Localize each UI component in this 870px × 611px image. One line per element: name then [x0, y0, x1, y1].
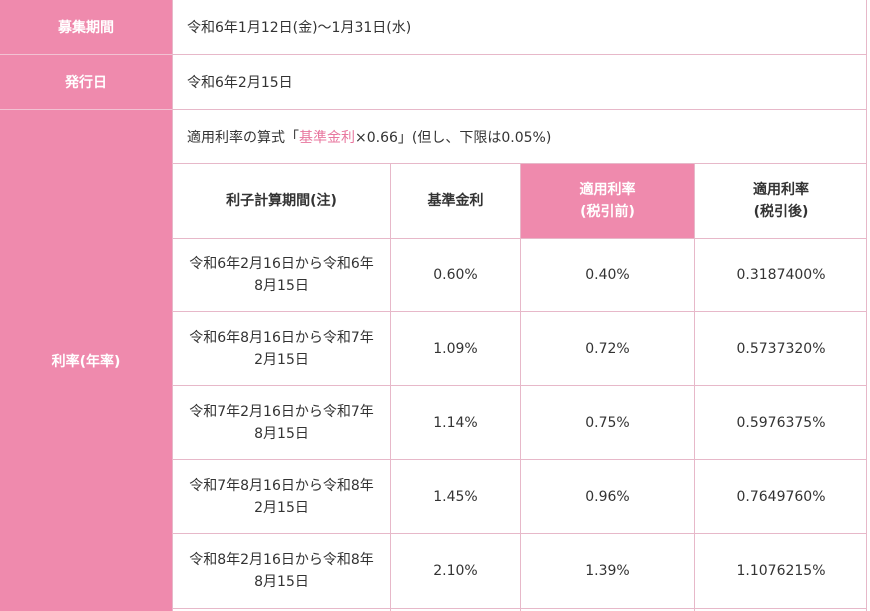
recruitment-period-header: 募集期間: [0, 0, 172, 54]
interest-rate-label: 利率(年率): [51, 353, 121, 370]
col-header-subline: (税引前): [580, 204, 635, 220]
table-row-pretax-rate: 0.40%: [521, 239, 694, 311]
table-row-pretax-rate: 0.96%: [521, 460, 694, 533]
grid-line: [172, 238, 867, 239]
table-row-posttax-rate: 0.3187400%: [695, 239, 867, 311]
grid-line: [172, 54, 867, 55]
posttax-rate-value: 1.1076215%: [736, 563, 826, 579]
header-separator: [0, 54, 172, 55]
table-row-base-rate: 1.09%: [391, 312, 520, 385]
col-header-line: 基準金利: [427, 193, 484, 209]
period-line: 8月15日: [254, 278, 309, 294]
base-rate-value: 2.10%: [433, 563, 478, 579]
issue-date-value: 令和6年2月15日: [173, 55, 867, 109]
period-line: 2月15日: [254, 499, 309, 516]
pretax-rate-value: 0.40%: [585, 267, 630, 283]
formula-prefix: 適用利率の算式「: [187, 129, 299, 146]
col-header-base-rate: 基準金利: [391, 164, 520, 238]
col-header-subline: (税引後): [753, 204, 809, 220]
grid-line: [172, 608, 867, 609]
grid-line: [866, 0, 867, 611]
grid-line: [172, 109, 867, 110]
issue-date-header: 発行日: [0, 55, 172, 109]
base-rate-value: 1.45%: [433, 488, 478, 505]
recruitment-period-label: 募集期間: [58, 20, 114, 36]
posttax-rate-value: 0.5976375%: [736, 414, 826, 431]
col-header-line: 適用利率: [753, 182, 809, 198]
interest-rate-header: 利率(年率): [0, 110, 172, 611]
period-line: 2月15日: [254, 351, 309, 368]
issue-date-label: 発行日: [65, 75, 107, 91]
table-row-pretax-rate: 0.75%: [521, 386, 694, 459]
pretax-rate-value: 0.75%: [585, 414, 630, 431]
table-row-pretax-rate: 0.72%: [521, 312, 694, 385]
table-row-period: 令和6年2月16日から令和6年 8月15日: [173, 239, 390, 311]
period-line: 令和6年2月16日から令和6年: [189, 256, 374, 272]
formula-highlight: 基準金利: [299, 129, 355, 146]
col-header-posttax-rate: 適用利率 (税引後): [695, 164, 867, 238]
table-row-posttax-rate: 0.5976375%: [695, 386, 867, 459]
table-row-base-rate: 1.45%: [391, 460, 520, 533]
table-row-period: 令和7年8月16日から令和8年 2月15日: [173, 460, 390, 533]
period-line: 令和6年8月16日から令和7年: [189, 329, 374, 346]
pretax-rate-value: 0.72%: [585, 340, 630, 357]
col-header-line: 適用利率: [579, 182, 636, 198]
grid-line: [172, 163, 867, 164]
col-header-line: 利子計算期間(注): [226, 193, 337, 209]
rate-formula: 適用利率の算式「 基準金利 ×0.66」(但し、下限は0.05%): [173, 110, 867, 163]
col-header-period: 利子計算期間(注): [173, 164, 390, 238]
posttax-rate-value: 0.3187400%: [736, 267, 826, 283]
period-line: 令和7年8月16日から令和8年: [189, 477, 374, 494]
header-separator: [0, 109, 172, 110]
grid-line: [172, 311, 867, 312]
grid-line: [172, 533, 867, 534]
table-row-period: 令和7年2月16日から令和7年 8月15日: [173, 386, 390, 459]
formula-suffix: ×0.66」(但し、下限は0.05%): [355, 129, 552, 146]
table-row-pretax-rate: 1.39%: [521, 534, 694, 608]
issue-date-text: 令和6年2月15日: [187, 75, 293, 91]
table-row-posttax-rate: 1.1076215%: [695, 534, 867, 608]
table-row-base-rate: 1.14%: [391, 386, 520, 459]
period-line: 令和7年2月16日から令和7年: [189, 403, 374, 420]
grid-line: [520, 163, 521, 611]
grid-line: [390, 163, 391, 611]
pretax-rate-value: 0.96%: [585, 488, 630, 505]
table-row-posttax-rate: 0.7649760%: [695, 460, 867, 533]
grid-line: [172, 385, 867, 386]
col-header-pretax-rate: 適用利率 (税引前): [521, 164, 694, 238]
recruitment-period-text: 令和6年1月12日(金)〜1月31日(水): [187, 20, 412, 36]
table-row-period: 令和6年8月16日から令和7年 2月15日: [173, 312, 390, 385]
grid-line: [172, 0, 173, 611]
base-rate-value: 0.60%: [433, 267, 478, 283]
table-row-base-rate: 2.10%: [391, 534, 520, 608]
grid-line: [694, 163, 695, 611]
posttax-rate-value: 0.5737320%: [736, 340, 826, 357]
period-line: 8月15日: [254, 425, 309, 442]
base-rate-value: 1.14%: [433, 414, 478, 431]
table-row-base-rate: 0.60%: [391, 239, 520, 311]
recruitment-period-value: 令和6年1月12日(金)〜1月31日(水): [173, 0, 867, 54]
period-line: 令和8年2月16日から令和8年: [189, 552, 374, 568]
posttax-rate-value: 0.7649760%: [736, 488, 826, 505]
base-rate-value: 1.09%: [433, 340, 478, 357]
grid-line: [172, 459, 867, 460]
table-row-posttax-rate: 0.5737320%: [695, 312, 867, 385]
period-line: 8月15日: [254, 574, 309, 590]
table-row-period: 令和8年2月16日から令和8年 8月15日: [173, 534, 390, 608]
pretax-rate-value: 1.39%: [585, 563, 630, 579]
